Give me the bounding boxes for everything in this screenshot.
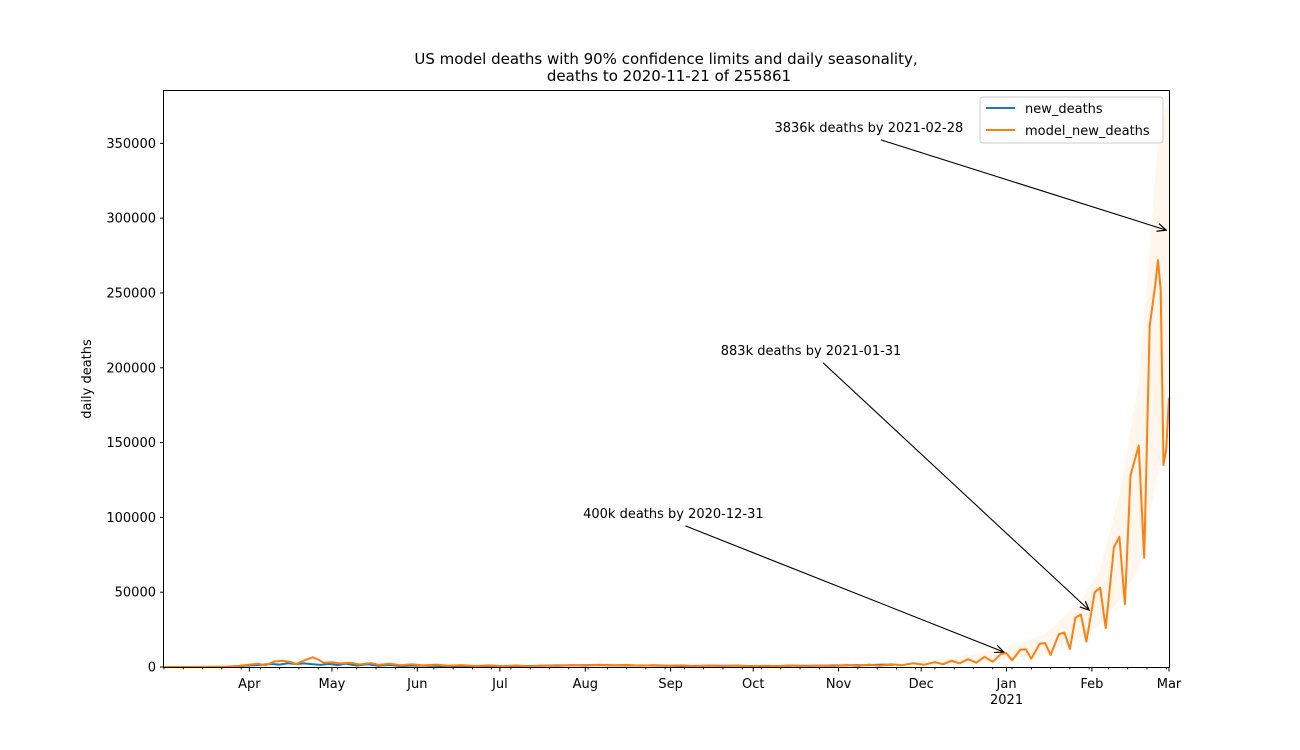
x-tick-label: Dec [909,677,934,692]
legend-label-new-deaths: new_deaths [1025,102,1103,117]
annotation-arrow [822,362,1089,610]
y-tick-label: 250000 [106,286,156,301]
y-tick-label: 350000 [106,137,156,152]
y-tick-label: 50000 [115,586,156,601]
annotation-arrow [685,525,1003,652]
chart-title: US model deaths with 90% confidence limi… [414,50,917,68]
y-tick-label: 0 [148,661,156,676]
x-tick-label: Apr [238,677,261,692]
confidence-band-layer [893,91,1169,666]
y-tick-label: 300000 [106,212,156,227]
x-tick-label: Nov [826,677,852,692]
annotation-arrow [880,139,1166,230]
legend-label-model-new-deaths: model_new_deaths [1025,124,1150,139]
plot-area-frame [163,90,1170,668]
y-axis-label: daily deaths [80,339,95,419]
annotations-layer: 400k deaths by 2020-12-31 883k deaths by … [583,121,1166,652]
x-tick-label: Jul [491,677,508,692]
x-tick-label: Aug [573,677,598,692]
y-tick-label: 200000 [106,361,156,376]
legend-box [979,96,1164,144]
axes-layer: 0 50000 100000 150000 200000 250000 300000 3500… [106,137,1182,708]
y-tick-label: 100000 [106,511,156,526]
annotation-label: 883k deaths by 2021-01-31 [721,344,902,359]
chart-subtitle: deaths to 2020-11-21 of 255861 [547,67,791,85]
annotation-label: 400k deaths by 2020-12-31 [583,507,764,522]
x-tick-label: May [319,677,346,692]
x-tick-label: Feb [1080,677,1103,692]
x-tick-label: Jan [996,677,1017,692]
x-tick-label: Jun [406,677,427,692]
series-line-model-new-deaths [164,259,1170,668]
y-tick-label: 150000 [106,436,156,451]
x-tick-label: Sep [658,677,683,692]
x-tick-sublabel: 2021 [990,693,1023,708]
annotation-label: 3836k deaths by 2021-02-28 [774,121,963,136]
legend: new_deaths model_new_deaths [979,96,1164,144]
x-tick-label: Mar [1157,677,1182,692]
confidence-band [893,91,1169,666]
x-tick-label: Oct [742,677,764,692]
series-layer [164,259,1170,668]
